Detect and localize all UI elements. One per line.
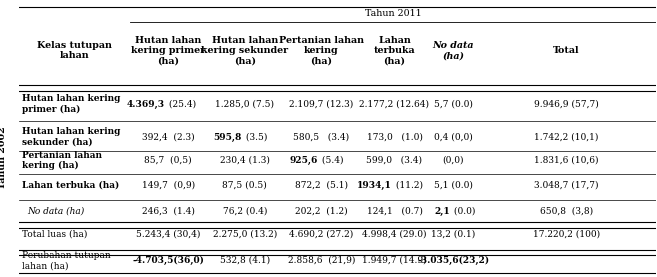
- Text: 13,2 (0.1): 13,2 (0.1): [431, 230, 476, 239]
- Text: Total: Total: [553, 46, 579, 55]
- Text: (25.4): (25.4): [166, 100, 196, 109]
- Text: -4.703,5(36,0): -4.703,5(36,0): [132, 256, 204, 265]
- Text: (0,0): (0,0): [443, 156, 464, 165]
- Text: (11.2): (11.2): [392, 181, 422, 190]
- Text: 230,4 (1.3): 230,4 (1.3): [220, 156, 269, 165]
- Text: Total luas (ha): Total luas (ha): [22, 230, 87, 239]
- Text: 5,7 (0.0): 5,7 (0.0): [434, 100, 473, 109]
- Text: Pertanian lahan
kering
(ha): Pertanian lahan kering (ha): [279, 36, 364, 66]
- Text: Hutan lahan
kering sekunder
(ha): Hutan lahan kering sekunder (ha): [201, 36, 288, 66]
- Text: 1934,1: 1934,1: [356, 181, 392, 190]
- Text: 1.831,6 (10,6): 1.831,6 (10,6): [534, 156, 599, 165]
- Text: 202,2  (1.2): 202,2 (1.2): [295, 207, 348, 216]
- Text: Pertanian lahan
kering (ha): Pertanian lahan kering (ha): [22, 151, 102, 170]
- Text: (3.5): (3.5): [243, 133, 267, 142]
- Text: 2.177,2 (12.64): 2.177,2 (12.64): [359, 100, 430, 109]
- Text: 1.949,7 (14.9): 1.949,7 (14.9): [362, 256, 427, 265]
- Text: (5.4): (5.4): [319, 156, 344, 165]
- Text: 872,2  (5.1): 872,2 (5.1): [295, 181, 348, 190]
- Text: Hutan lahan
kering primer
(ha): Hutan lahan kering primer (ha): [131, 36, 206, 66]
- Text: 392,4  (2.3): 392,4 (2.3): [142, 133, 194, 142]
- Text: 580,5   (3.4): 580,5 (3.4): [293, 133, 350, 142]
- Text: 4.369,3: 4.369,3: [127, 100, 165, 109]
- Text: 2,1: 2,1: [434, 207, 450, 216]
- Text: 85,7  (0,5): 85,7 (0,5): [145, 156, 192, 165]
- Text: 1.285,0 (7.5): 1.285,0 (7.5): [215, 100, 274, 109]
- Text: 0,4 (0,0): 0,4 (0,0): [434, 133, 473, 142]
- Text: (0.0): (0.0): [451, 207, 476, 216]
- Text: 17.220,2 (100): 17.220,2 (100): [533, 230, 600, 239]
- Text: Kelas tutupan
lahan: Kelas tutupan lahan: [37, 41, 112, 60]
- Text: 87,5 (0.5): 87,5 (0.5): [222, 181, 267, 190]
- Text: 595,8: 595,8: [213, 133, 242, 142]
- Text: 2.858,6  (21,9): 2.858,6 (21,9): [288, 256, 355, 265]
- Text: Hutan lahan kering
primer (ha): Hutan lahan kering primer (ha): [22, 94, 120, 114]
- Text: 532,8 (4.1): 532,8 (4.1): [219, 256, 270, 265]
- Text: 246,3  (1.4): 246,3 (1.4): [142, 207, 194, 216]
- Text: 4.690,2 (27.2): 4.690,2 (27.2): [289, 230, 353, 239]
- Text: 76,2 (0.4): 76,2 (0.4): [223, 207, 267, 216]
- Text: 599,0   (3.4): 599,0 (3.4): [367, 156, 422, 165]
- Text: No data (ha): No data (ha): [28, 207, 85, 216]
- Text: 650,8  (3,8): 650,8 (3,8): [540, 207, 593, 216]
- Text: Tahun 2002: Tahun 2002: [0, 126, 7, 189]
- Text: 124,1   (0.7): 124,1 (0.7): [367, 207, 422, 216]
- Text: 9.946,9 (57,7): 9.946,9 (57,7): [534, 100, 599, 109]
- Text: No data
(ha): No data (ha): [432, 41, 474, 60]
- Text: 2.109,7 (12.3): 2.109,7 (12.3): [289, 100, 353, 109]
- Text: Lahan terbuka (ha): Lahan terbuka (ha): [22, 181, 119, 190]
- Text: Hutan lahan kering
sekunder (ha): Hutan lahan kering sekunder (ha): [22, 127, 120, 147]
- Text: Lahan
terbuka
(ha): Lahan terbuka (ha): [374, 36, 415, 66]
- Text: 173,0   (1.0): 173,0 (1.0): [367, 133, 422, 142]
- Text: Perubahan tutupan
lahan (ha): Perubahan tutupan lahan (ha): [22, 251, 110, 270]
- Text: Tahun 2011: Tahun 2011: [365, 9, 421, 18]
- Text: 4.998,4 (29.0): 4.998,4 (29.0): [362, 230, 426, 239]
- Text: -3.035,6(23,2): -3.035,6(23,2): [417, 256, 489, 265]
- Text: 925,6: 925,6: [290, 156, 318, 165]
- Text: 5,1 (0.0): 5,1 (0.0): [434, 181, 473, 190]
- Text: 1.742,2 (10,1): 1.742,2 (10,1): [534, 133, 599, 142]
- Text: 2.275,0 (13.2): 2.275,0 (13.2): [213, 230, 277, 239]
- Text: 3.048,7 (17,7): 3.048,7 (17,7): [534, 181, 599, 190]
- Text: 5.243,4 (30,4): 5.243,4 (30,4): [136, 230, 200, 239]
- Text: 149,7  (0,9): 149,7 (0,9): [142, 181, 195, 190]
